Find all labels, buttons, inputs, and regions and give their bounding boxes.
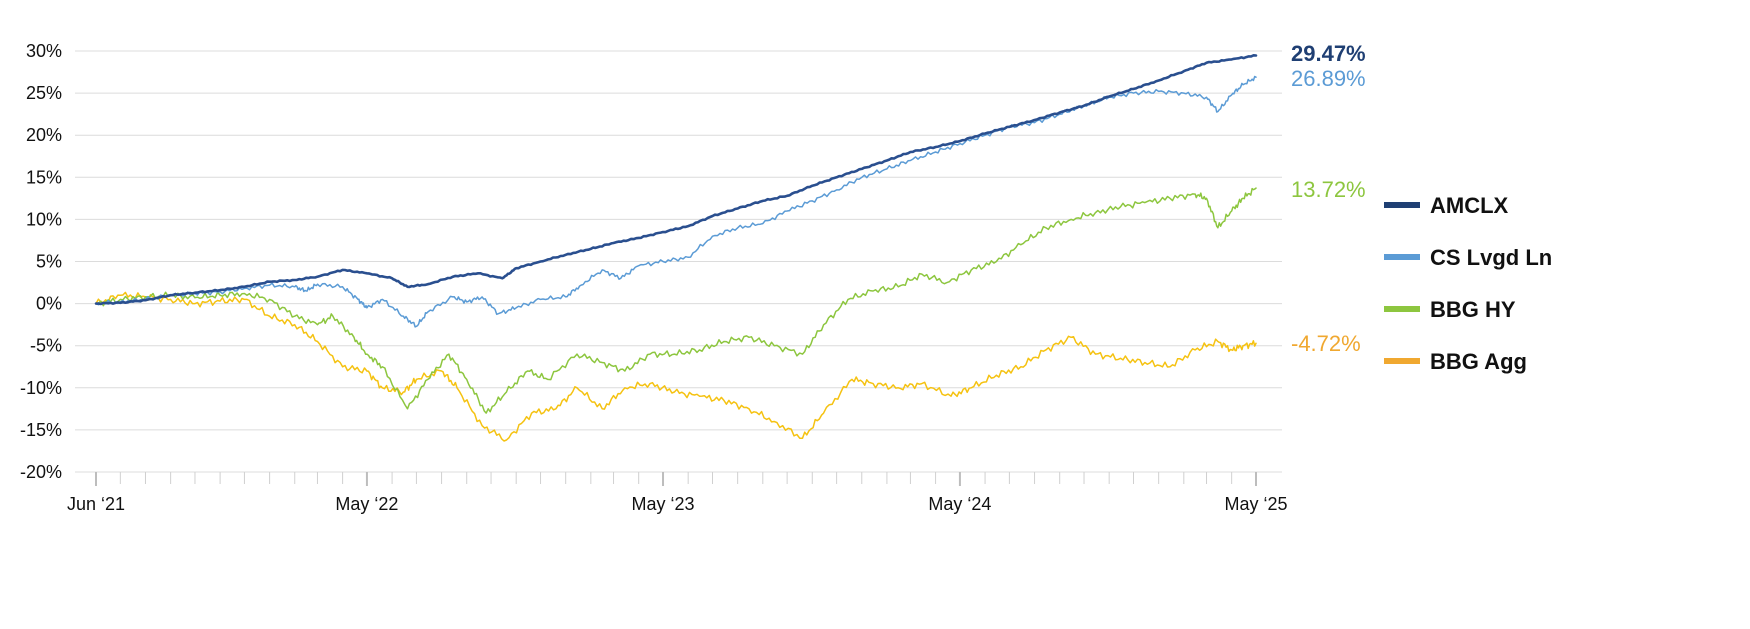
legend-label: BBG HY [1430,297,1516,322]
y-tick-label: -10% [20,378,62,398]
x-tick-label: May ‘24 [928,494,991,514]
series-lines [94,54,1258,442]
y-tick-label: 20% [26,125,62,145]
legend: AMCLX CS Lvgd Ln BBG HY BBG Agg [1384,193,1552,374]
series-line-amclx [94,54,1258,306]
legend-swatch [1384,306,1420,312]
y-tick-label: 0% [36,294,62,314]
legend-label: AMCLX [1430,193,1509,218]
legend-swatch [1384,254,1420,260]
end-value-label: 26.89% [1291,66,1366,91]
x-tick-label: May ‘22 [335,494,398,514]
x-axis: Jun ‘21 May ‘22 May ‘23 May ‘24 May ‘25 [67,471,1288,514]
legend-label: BBG Agg [1430,349,1527,374]
y-tick-label: -20% [20,462,62,482]
y-axis-ticks: 30% 25% 20% 15% 10% 5% 0% -5% -10% -15% -20% [20,41,62,482]
y-tick-label: -5% [30,336,62,356]
series-line-cs-lvgd-ln [95,75,1257,328]
y-tick-label: 30% [26,41,62,61]
end-labels: 29.47%26.89% 13.72% -4.72% [1291,41,1366,356]
series-line-bbg-agg [95,291,1257,442]
y-tick-label: -15% [20,420,62,440]
x-tick-label: Jun ‘21 [67,494,125,514]
legend-swatch [1384,202,1420,208]
end-value-label: 29.47% [1291,41,1366,66]
end-value-label: -4.72% [1291,331,1361,356]
y-tick-label: 10% [26,209,62,229]
legend-label: CS Lvgd Ln [1430,245,1552,270]
legend-swatch [1384,358,1420,364]
x-tick-label: May ‘25 [1224,494,1287,514]
y-tick-label: 15% [26,167,62,187]
y-tick-label: 25% [26,83,62,103]
x-tick-label: May ‘23 [632,494,695,514]
end-value-label: 13.72% [1291,177,1366,202]
y-tick-label: 5% [36,252,62,272]
series-line-bbg-hy [95,187,1257,414]
